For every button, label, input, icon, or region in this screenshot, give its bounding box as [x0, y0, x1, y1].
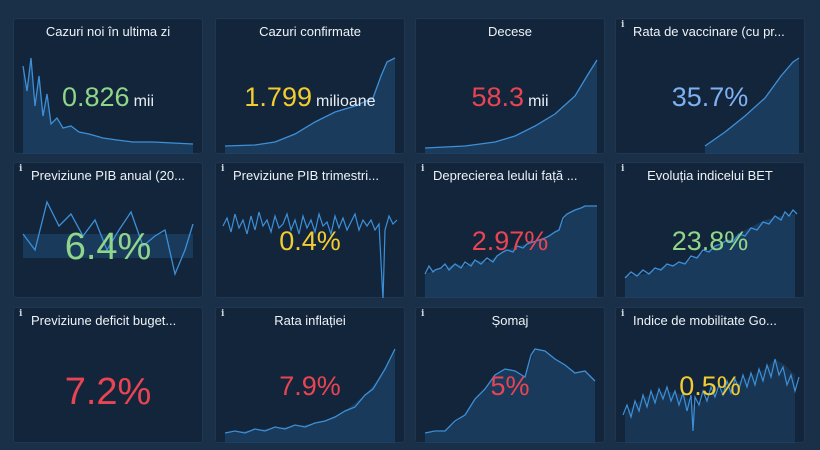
value-number: 2.97%	[471, 226, 549, 256]
card-title: Previziune PIB trimestri...	[233, 168, 379, 183]
info-icon[interactable]: i	[621, 20, 625, 30]
info-icon[interactable]: i	[421, 164, 425, 174]
value-number: 35.7%	[671, 82, 749, 112]
card-title: Cazuri confirmate	[259, 24, 361, 39]
card-leu-depreciation[interactable]: i Deprecierea leului față ... 2.97%	[415, 162, 605, 298]
sparkline-chart	[222, 211, 398, 298]
card-google-mobility-index[interactable]: i Indice de mobilitate Go... 0.5%	[615, 307, 805, 443]
card-new-cases[interactable]: Cazuri noi în ultima zi 0.826 mii	[13, 18, 203, 154]
card-value: 0.5%	[615, 371, 805, 402]
card-gdp-quarterly-forecast[interactable]: i Previziune PIB trimestri... 0.4%	[215, 162, 405, 298]
sparkline-chart	[424, 59, 598, 154]
sparkline-chart	[622, 358, 800, 443]
card-value: 35.7%	[615, 82, 805, 113]
value-number: 0.4%	[279, 226, 341, 256]
value-number: 6.4%	[64, 226, 152, 268]
card-gdp-annual-forecast[interactable]: i Previziune PIB anual (20... 6.4%	[13, 162, 203, 298]
info-icon[interactable]: i	[621, 309, 625, 319]
value-number: 7.2%	[64, 371, 152, 413]
card-value: 6.4%	[13, 226, 203, 269]
value-number: 5%	[490, 371, 530, 401]
value-number: 7.9%	[279, 371, 341, 401]
sparkline-chart	[424, 205, 597, 298]
value-number: 0.826	[61, 82, 130, 112]
card-value: 2.97%	[415, 226, 605, 257]
card-value: 7.9%	[215, 371, 405, 402]
info-icon[interactable]: i	[19, 164, 23, 174]
card-title: Decese	[487, 24, 533, 39]
card-value: 1.799 milioane	[215, 82, 405, 113]
card-value: 0.4%	[215, 226, 405, 257]
sparkline-chart	[224, 57, 396, 154]
info-icon[interactable]: i	[221, 309, 225, 319]
sparkline-chart	[22, 57, 194, 154]
value-number: 1.799	[244, 82, 312, 112]
card-bet-index[interactable]: i Evoluția indicelui BET 23.8%	[615, 162, 805, 298]
info-icon[interactable]: i	[621, 164, 625, 174]
card-budget-deficit-forecast[interactable]: i Previziune deficit buget... 7.2%	[13, 307, 203, 443]
card-value: 0.826 mii	[13, 82, 203, 113]
card-unemployment[interactable]: i Șomaj 5%	[415, 307, 605, 443]
card-title: Deprecierea leului față ...	[433, 168, 578, 183]
card-title: Indice de mobilitate Go...	[633, 313, 777, 328]
card-title: Șomaj	[491, 313, 529, 328]
card-value: 7.2%	[13, 371, 203, 414]
value-unit: mii	[528, 93, 549, 110]
card-title: Cazuri noi în ultima zi	[45, 24, 171, 39]
card-confirmed-cases[interactable]: Cazuri confirmate 1.799 milioane	[215, 18, 405, 154]
card-value: 5%	[415, 371, 605, 402]
value-number: 0.5%	[679, 371, 741, 401]
sparkline-chart	[624, 208, 798, 298]
value-number: 58.3	[471, 82, 525, 112]
value-number: 23.8%	[671, 226, 749, 256]
card-title: Previziune deficit buget...	[31, 313, 177, 328]
sparkline-chart	[22, 200, 194, 277]
value-unit: milioane	[315, 93, 376, 110]
value-unit: mii	[133, 93, 154, 110]
card-value: 58.3 mii	[415, 82, 605, 113]
sparkline-chart	[704, 57, 800, 154]
sparkline-chart	[224, 348, 396, 443]
card-title: Rata de vaccinare (cu pr...	[633, 24, 785, 39]
info-icon[interactable]: i	[19, 309, 23, 319]
card-title: Rata inflației	[274, 313, 346, 328]
sparkline-chart	[424, 348, 596, 443]
card-title: Evoluția indicelui BET	[647, 168, 773, 183]
card-inflation-rate[interactable]: i Rata inflației 7.9%	[215, 307, 405, 443]
card-value: 23.8%	[615, 226, 805, 257]
info-icon[interactable]: i	[221, 164, 225, 174]
card-deaths[interactable]: Decese 58.3 mii	[415, 18, 605, 154]
info-icon[interactable]: i	[421, 309, 425, 319]
card-vaccination-rate[interactable]: i Rata de vaccinare (cu pr... 35.7%	[615, 18, 805, 154]
card-title: Previziune PIB anual (20...	[31, 168, 185, 183]
